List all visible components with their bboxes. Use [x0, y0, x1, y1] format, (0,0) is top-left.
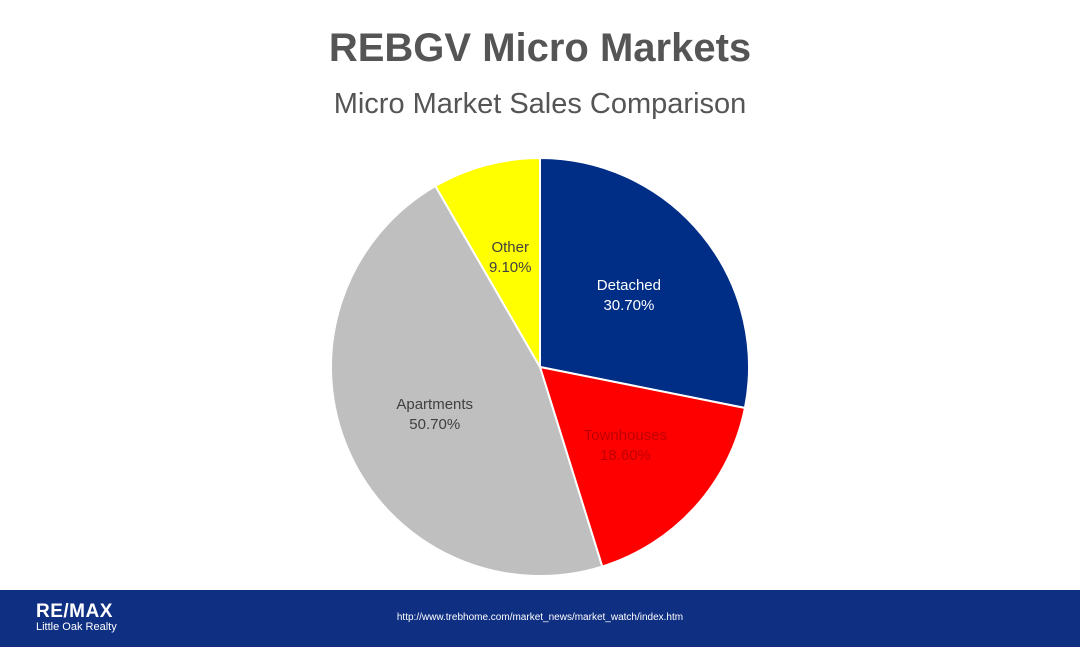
pie-slice-townhouses	[538, 365, 747, 568]
slice-value-detached: 30.70%	[603, 297, 654, 314]
slice-value-townhouses: 18.60%	[600, 447, 651, 464]
source-link[interactable]: http://www.trebhome.com/market_news/mark…	[396, 612, 684, 623]
footer-bar: RE/MAX Little Oak Realty http://www.treb…	[0, 590, 1080, 647]
pie-slice-other	[434, 156, 541, 371]
slice-label-other: Other	[491, 239, 529, 256]
slice-value-other: 9.10%	[489, 259, 532, 276]
slice-label-detached: Detached	[597, 277, 661, 294]
page-subtitle: Micro Market Sales Comparison	[333, 88, 747, 120]
pie-slice-apartments	[330, 184, 604, 577]
logo-subtitle: Little Oak Realty	[36, 621, 117, 633]
slice-label-townhouses: Townhouses	[584, 427, 667, 444]
remax-logo: RE/MAX Little Oak Realty	[36, 602, 117, 634]
pie-slice-detached	[539, 156, 750, 410]
page-title: REBGV Micro Markets	[328, 26, 752, 70]
slice-value-apartments: 50.70%	[409, 416, 460, 433]
slice-label-apartments: Apartments	[396, 396, 473, 413]
logo-brand: RE/MAX	[36, 601, 113, 622]
